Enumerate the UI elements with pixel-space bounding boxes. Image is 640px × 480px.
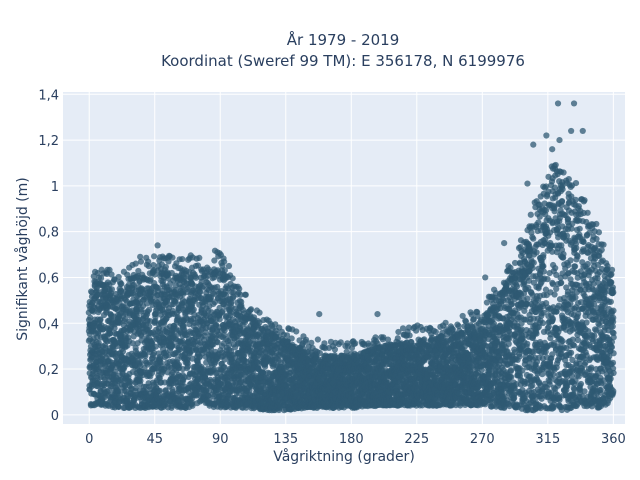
scatter-point: [196, 289, 204, 296]
scatter-point: [256, 309, 263, 316]
scatter-point: [107, 330, 114, 337]
scatter-point: [132, 344, 139, 351]
scatter-point: [137, 377, 144, 384]
scatter-point: [229, 295, 236, 302]
scatter-point: [108, 286, 116, 293]
scatter-point: [238, 298, 245, 305]
scatter-point: [118, 280, 125, 287]
scatter-point: [221, 356, 228, 363]
scatter-point: [283, 332, 291, 339]
scatter-point: [236, 285, 243, 292]
scatter-point: [227, 309, 234, 316]
scatter-point: [165, 258, 172, 265]
scatter-point: [184, 355, 191, 362]
scatter-point: [221, 364, 228, 371]
scatter-point: [152, 343, 159, 350]
scatter-point: [130, 281, 138, 289]
chart-title: År 1979 - 2019 Koordinat (Sweref 99 TM):…: [161, 30, 525, 70]
scatter-point: [146, 306, 153, 313]
scatter-point: [308, 339, 315, 346]
scatter-point: [293, 328, 300, 335]
scatter-point: [242, 291, 249, 298]
scatter-point: [112, 369, 119, 376]
scatter-point: [175, 361, 183, 369]
scatter-point: [152, 310, 159, 317]
scatter-point: [352, 340, 359, 347]
scatter-point: [150, 253, 158, 260]
data-points: [85, 100, 617, 414]
scatter-point: [190, 306, 197, 313]
scatter-point: [199, 284, 206, 291]
scatter-point: [132, 260, 139, 267]
chart-title-line-1: År 1979 - 2019: [287, 30, 400, 49]
scatter-point: [184, 360, 191, 367]
scatter-point: [196, 254, 203, 262]
scatter-point: [169, 386, 176, 393]
scatter-point: [217, 380, 224, 387]
scatter-point: [229, 275, 236, 282]
scatter-point: [302, 336, 310, 343]
scatter-point: [172, 286, 180, 294]
scatter-point: [119, 348, 127, 355]
scatter-point: [87, 314, 94, 321]
scatter-point: [260, 369, 267, 376]
scatter-point: [221, 258, 228, 265]
scatter-point: [135, 267, 142, 275]
scatter-point: [165, 275, 172, 282]
scatter-point: [146, 323, 153, 330]
scatter-point: [137, 258, 145, 265]
scatter-point: [97, 275, 105, 282]
scatter-point: [189, 399, 196, 406]
scatter-point: [221, 267, 228, 274]
scatter-point: [219, 308, 226, 315]
scatter-point: [214, 339, 221, 346]
scatter-point: [179, 255, 186, 263]
scatter-point: [115, 403, 122, 411]
scatter-point: [145, 258, 152, 265]
scatter-point: [142, 352, 149, 360]
scatter-point: [115, 273, 122, 281]
scatter-point: [214, 283, 221, 291]
scatter-point: [247, 306, 255, 313]
scatter-point: [169, 254, 176, 261]
scatter-point: [169, 342, 176, 350]
scatter-point: [211, 257, 218, 264]
scatter-point: [156, 387, 164, 394]
scatter-point: [150, 262, 157, 269]
scatter-point: [162, 263, 169, 271]
scatter-point: [406, 332, 413, 339]
chart-title-line-2: Koordinat (Sweref 99 TM): E 356178, N 61…: [161, 52, 525, 70]
scatter-point: [150, 349, 158, 356]
scatter-point: [97, 316, 104, 323]
scatter-point: [108, 271, 115, 278]
scatter-point: [117, 287, 125, 294]
scatter-point: [237, 291, 244, 298]
scatter-point: [331, 346, 339, 353]
scatter-point: [192, 274, 200, 281]
scatter-point: [314, 336, 321, 343]
scatter-point: [288, 335, 295, 342]
scatter-point: [129, 340, 136, 347]
